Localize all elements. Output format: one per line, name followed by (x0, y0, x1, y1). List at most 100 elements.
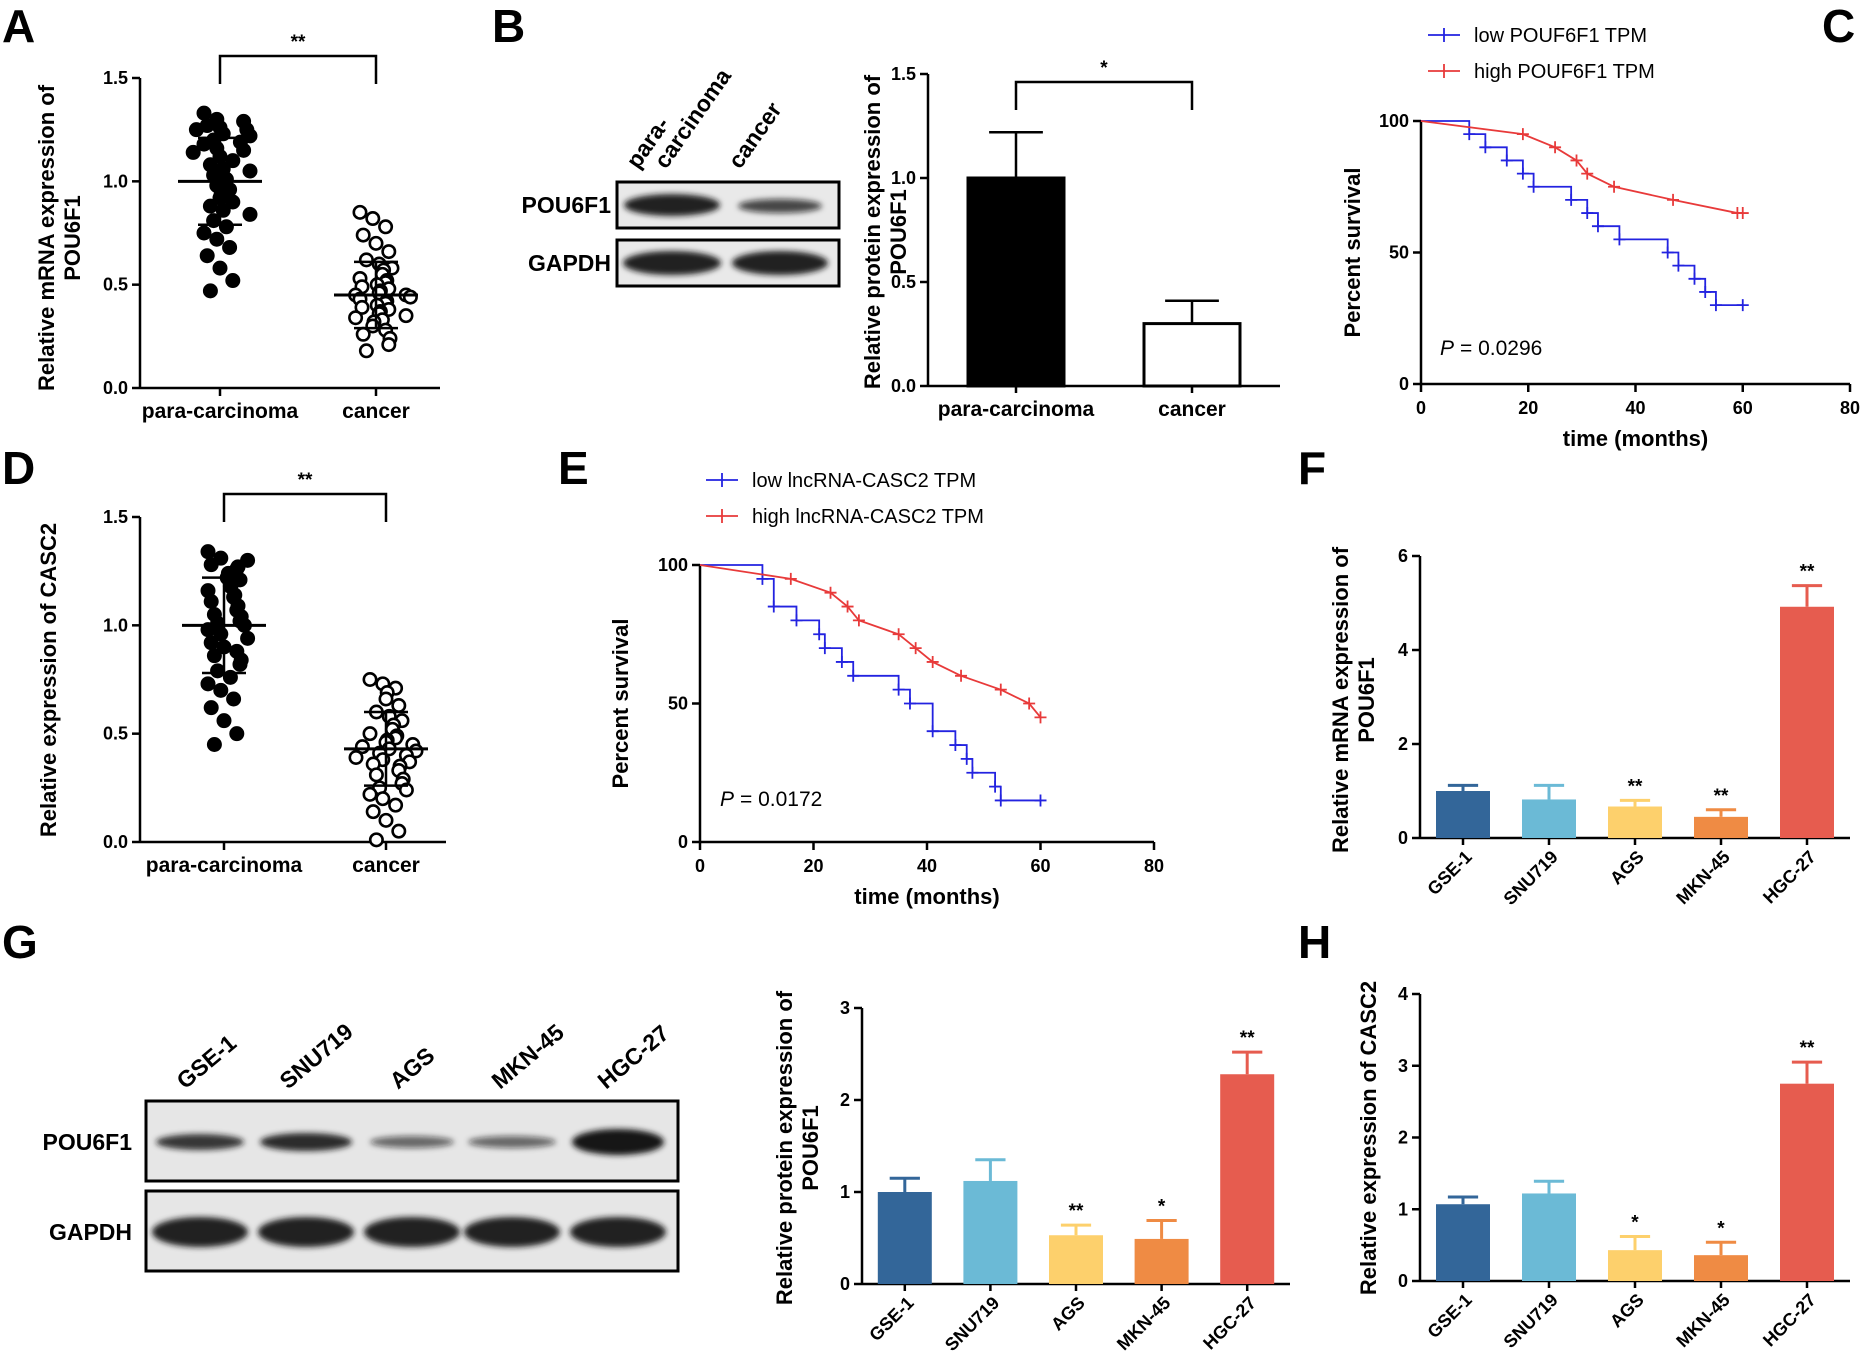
x-category-label: para-carcinoma (142, 400, 299, 423)
p-value-label: P (720, 788, 734, 811)
data-point (368, 832, 384, 848)
data-point (226, 691, 242, 707)
censor-mark (892, 628, 905, 641)
bar (1522, 1193, 1576, 1281)
y-tick-label: 2 (840, 1090, 850, 1110)
y-tick-label: 50 (1389, 243, 1409, 263)
panel-label-d: D (2, 442, 35, 494)
censor-mark (818, 642, 831, 655)
panel-label-a: A (2, 0, 35, 52)
y-axis-title: Relative protein expression of (860, 74, 885, 389)
data-point (188, 122, 204, 138)
data-point (199, 248, 215, 264)
panel-label-c: C (1822, 0, 1855, 52)
data-point (362, 786, 378, 802)
blot-band (258, 1217, 354, 1247)
panel-label-f: F (1298, 442, 1326, 494)
blot-row-label: POU6F1 (522, 192, 612, 218)
x-category-label: GSE-1 (1423, 847, 1475, 899)
data-point (352, 204, 368, 220)
censor-mark (1581, 167, 1594, 180)
significance-marker: ** (298, 470, 313, 491)
data-point (236, 142, 252, 158)
p-value: P = 0.0296 (1440, 337, 1542, 360)
censor-mark (892, 683, 905, 696)
censor-mark (1463, 128, 1476, 141)
blot-band (732, 251, 828, 275)
blot-band (152, 1217, 248, 1247)
data-point (381, 244, 397, 260)
blot-band (624, 194, 720, 216)
y-tick-label: 0.5 (103, 724, 128, 744)
censor-mark (989, 780, 1002, 793)
censor-mark (1034, 711, 1047, 724)
blot-lane-label: GSE-1 (172, 1029, 242, 1093)
data-point (202, 198, 218, 214)
data-point (355, 326, 371, 342)
x-axis-title: time (months) (854, 884, 999, 909)
p-value-number: = 0.0172 (740, 788, 822, 811)
censor-mark (1527, 180, 1540, 193)
legend-marker (706, 473, 738, 487)
data-point (378, 812, 394, 828)
blot-band (156, 1134, 244, 1150)
data-point (348, 310, 364, 326)
data-point (185, 144, 201, 160)
bar (963, 1180, 1018, 1284)
y-tick-label: 3 (1398, 1056, 1408, 1076)
censor-mark (1667, 193, 1680, 206)
x-category-label: AGS (1047, 1293, 1089, 1335)
data-point (225, 273, 241, 289)
censor-mark (1672, 259, 1685, 272)
x-tick-label: 20 (803, 856, 823, 876)
data-point (368, 235, 384, 251)
blot-lane-label: AGS (385, 1042, 440, 1094)
censor-mark (1516, 128, 1529, 141)
data-point (242, 163, 258, 179)
x-category-label: SNU719 (941, 1293, 1003, 1355)
censor-mark (1736, 207, 1749, 220)
x-tick-label: 0 (695, 856, 705, 876)
significance-marker: ** (1628, 776, 1643, 797)
x-tick-label: 40 (917, 856, 937, 876)
legend-label: low POUF6F1 TPM (1474, 25, 1647, 47)
bar (1220, 1074, 1275, 1284)
p-value: P = 0.0172 (720, 788, 822, 811)
blot-band (364, 1217, 460, 1247)
significance-marker: ** (1800, 1038, 1815, 1059)
data-point (210, 663, 226, 679)
censor-mark (1688, 272, 1701, 285)
y-tick-label: 4 (1398, 640, 1408, 660)
x-category-label: HGC-27 (1199, 1293, 1260, 1354)
y-tick-label: 0.5 (891, 272, 916, 292)
legend-label: high lncRNA-CASC2 TPM (752, 506, 984, 528)
censor-mark (767, 600, 780, 613)
y-tick-label: 1.5 (103, 507, 128, 527)
y-tick-label: 0 (840, 1274, 850, 1294)
y-axis-title: POU6F1 (1354, 657, 1379, 743)
blot-lane-label: HGC-27 (593, 1020, 674, 1094)
data-point (348, 749, 364, 765)
censor-mark (994, 683, 1007, 696)
x-category-label: AGS (1606, 847, 1648, 889)
p-value-number: = 0.0296 (1460, 337, 1542, 360)
bar (1522, 799, 1576, 838)
y-axis-title: Percent survival (608, 619, 633, 789)
x-tick-label: 0 (1416, 398, 1426, 418)
blot-lane-label: MKN-45 (487, 1019, 569, 1094)
data-point (209, 231, 225, 247)
bar (1694, 1255, 1748, 1281)
data-point (391, 697, 407, 713)
blot-row-label: POU6F1 (43, 1129, 133, 1155)
x-category-label: HGC-27 (1759, 1290, 1820, 1351)
blot-row-label: GAPDH (528, 250, 611, 276)
data-point (368, 767, 384, 783)
data-point (216, 713, 232, 729)
significance-bracket (1014, 80, 1194, 110)
y-tick-label: 1.5 (891, 64, 916, 84)
data-point (225, 153, 241, 169)
data-point (378, 219, 394, 235)
y-tick-label: 1 (840, 1182, 850, 1202)
y-tick-label: 0.0 (103, 832, 128, 852)
bar (1049, 1235, 1103, 1284)
